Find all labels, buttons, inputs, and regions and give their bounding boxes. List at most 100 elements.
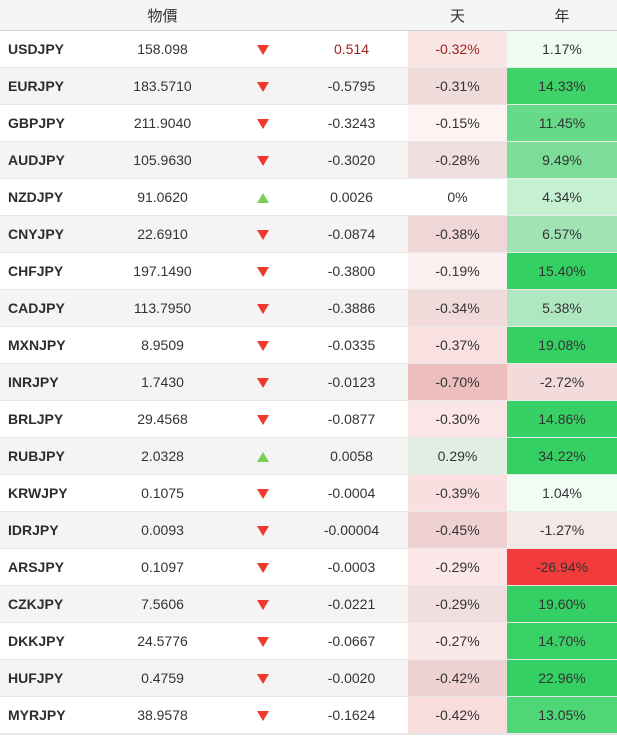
day-percent-cell: -0.37% — [408, 326, 507, 364]
pair-price: 24.5776 — [95, 622, 230, 660]
direction-cell — [230, 326, 295, 364]
pair-symbol: MYRJPY — [0, 696, 95, 734]
year-percent-cell: 15.40% — [507, 252, 617, 290]
year-percent-cell: 13.05% — [507, 696, 617, 734]
pair-price: 211.9040 — [95, 104, 230, 142]
down-arrow-icon — [256, 415, 269, 426]
year-percent-cell: 19.08% — [507, 326, 617, 364]
day-percent-cell: -0.28% — [408, 141, 507, 179]
pair-price: 38.9578 — [95, 696, 230, 734]
fx-pair-row[interactable]: CADJPY 113.7950 -0.3886 -0.34% 5.38% — [0, 289, 617, 327]
day-percent-cell: -0.39% — [408, 474, 507, 512]
fx-pair-row[interactable]: MXNJPY 8.9509 -0.0335 -0.37% 19.08% — [0, 326, 617, 364]
year-column-header: 年 — [507, 0, 617, 31]
pair-price: 158.098 — [95, 30, 230, 68]
direction-cell — [230, 215, 295, 253]
down-arrow-icon — [256, 45, 269, 56]
pair-change: -0.0020 — [295, 659, 408, 697]
fx-pair-row[interactable]: CNYJPY 22.6910 -0.0874 -0.38% 6.57% — [0, 215, 617, 253]
pair-change: -0.0667 — [295, 622, 408, 660]
fx-pair-row[interactable]: CZKJPY 7.5606 -0.0221 -0.29% 19.60% — [0, 585, 617, 623]
day-percent-cell: -0.30% — [408, 400, 507, 438]
down-arrow-icon — [256, 341, 269, 352]
pair-change: -0.0874 — [295, 215, 408, 253]
down-arrow-icon — [256, 526, 269, 537]
direction-cell — [230, 659, 295, 697]
pair-price: 7.5606 — [95, 585, 230, 623]
day-percent-cell: -0.70% — [408, 363, 507, 401]
pair-price: 1.7430 — [95, 363, 230, 401]
day-percent-cell: -0.45% — [408, 511, 507, 549]
fx-pair-row[interactable]: DKKJPY 24.5776 -0.0667 -0.27% 14.70% — [0, 622, 617, 660]
fx-pair-row[interactable]: USDJPY 158.098 0.514 -0.32% 1.17% — [0, 30, 617, 68]
year-percent-cell: 1.04% — [507, 474, 617, 512]
pair-price: 0.1075 — [95, 474, 230, 512]
day-percent-cell: -0.29% — [408, 548, 507, 586]
direction-cell — [230, 141, 295, 179]
table-header-row: 物價 天 年 — [0, 0, 617, 31]
fx-pair-row[interactable]: BRLJPY 29.4568 -0.0877 -0.30% 14.86% — [0, 400, 617, 438]
pair-symbol: MXNJPY — [0, 326, 95, 364]
pair-change: -0.0221 — [295, 585, 408, 623]
pair-change: 0.0058 — [295, 437, 408, 475]
pair-symbol: NZDJPY — [0, 178, 95, 216]
fx-pair-row[interactable]: AUDJPY 105.9630 -0.3020 -0.28% 9.49% — [0, 141, 617, 179]
pair-change: -0.0004 — [295, 474, 408, 512]
year-percent-cell: 4.34% — [507, 178, 617, 216]
direction-cell — [230, 178, 295, 216]
pair-change: -0.0335 — [295, 326, 408, 364]
pair-symbol: CZKJPY — [0, 585, 95, 623]
down-arrow-icon — [256, 563, 269, 574]
down-arrow-icon — [256, 489, 269, 500]
day-percent-cell: -0.38% — [408, 215, 507, 253]
pair-price: 91.0620 — [95, 178, 230, 216]
fx-pair-row[interactable]: GBPJPY 211.9040 -0.3243 -0.15% 11.45% — [0, 104, 617, 142]
day-percent-cell: -0.34% — [408, 289, 507, 327]
year-percent-cell: 1.17% — [507, 30, 617, 68]
day-percent-cell: -0.42% — [408, 696, 507, 734]
pair-change: -0.3886 — [295, 289, 408, 327]
pair-change: -0.0877 — [295, 400, 408, 438]
fx-pair-row[interactable]: KRWJPY 0.1075 -0.0004 -0.39% 1.04% — [0, 474, 617, 512]
pair-price: 22.6910 — [95, 215, 230, 253]
change-column-header — [295, 0, 408, 31]
direction-cell — [230, 30, 295, 68]
pair-symbol: INRJPY — [0, 363, 95, 401]
pair-price: 105.9630 — [95, 141, 230, 179]
down-arrow-icon — [256, 156, 269, 167]
direction-cell — [230, 622, 295, 660]
pair-change: 0.0026 — [295, 178, 408, 216]
direction-cell — [230, 400, 295, 438]
year-percent-cell: 19.60% — [507, 585, 617, 623]
direction-cell — [230, 289, 295, 327]
fx-pair-row[interactable]: IDRJPY 0.0093 -0.00004 -0.45% -1.27% — [0, 511, 617, 549]
day-percent-cell: -0.19% — [408, 252, 507, 290]
fx-pair-row[interactable]: RUBJPY 2.0328 0.0058 0.29% 34.22% — [0, 437, 617, 475]
direction-cell — [230, 252, 295, 290]
pair-price: 0.0093 — [95, 511, 230, 549]
pair-change: -0.1624 — [295, 696, 408, 734]
direction-cell — [230, 511, 295, 549]
pair-symbol: IDRJPY — [0, 511, 95, 549]
fx-pair-row[interactable]: CHFJPY 197.1490 -0.3800 -0.19% 15.40% — [0, 252, 617, 290]
pair-symbol: AUDJPY — [0, 141, 95, 179]
year-percent-cell: 14.33% — [507, 67, 617, 105]
day-percent-cell: -0.32% — [408, 30, 507, 68]
arrow-column-header — [230, 0, 295, 31]
direction-cell — [230, 437, 295, 475]
fx-pair-row[interactable]: NZDJPY 91.0620 0.0026 0% 4.34% — [0, 178, 617, 216]
fx-pair-row[interactable]: MYRJPY 38.9578 -0.1624 -0.42% 13.05% — [0, 696, 617, 734]
pair-change: -0.3800 — [295, 252, 408, 290]
fx-pair-row[interactable]: EURJPY 183.5710 -0.5795 -0.31% 14.33% — [0, 67, 617, 105]
pair-price: 2.0328 — [95, 437, 230, 475]
fx-pair-row[interactable]: INRJPY 1.7430 -0.0123 -0.70% -2.72% — [0, 363, 617, 401]
pair-symbol: CADJPY — [0, 289, 95, 327]
down-arrow-icon — [256, 711, 269, 722]
year-percent-cell: 14.86% — [507, 400, 617, 438]
fx-pair-row[interactable]: ARSJPY 0.1097 -0.0003 -0.29% -26.94% — [0, 548, 617, 586]
year-percent-cell: 11.45% — [507, 104, 617, 142]
day-percent-cell: -0.15% — [408, 104, 507, 142]
price-column-header: 物價 — [95, 0, 230, 31]
fx-pair-row[interactable]: HUFJPY 0.4759 -0.0020 -0.42% 22.96% — [0, 659, 617, 697]
